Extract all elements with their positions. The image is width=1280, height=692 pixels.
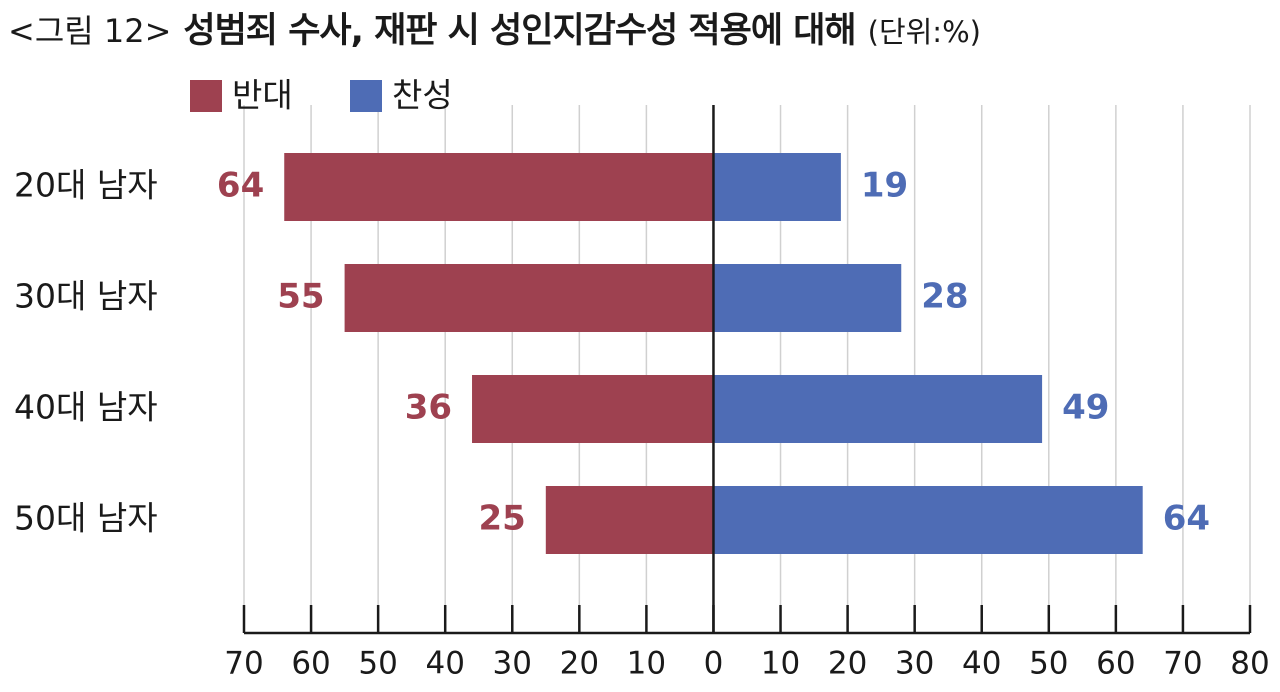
bar (713, 153, 841, 221)
bar (284, 153, 714, 221)
x-tick-label: 20 (560, 646, 599, 682)
bar (713, 486, 1143, 554)
y-tick-label: 20대 남자 (14, 166, 158, 205)
x-tick-label: 60 (291, 646, 330, 682)
x-tick-label: 10 (627, 646, 666, 682)
legend-label: 반대 (232, 76, 293, 115)
figure-label: <그림 12> (8, 12, 172, 50)
x-tick-label: 60 (1096, 646, 1135, 682)
x-tick-label: 40 (962, 646, 1001, 682)
x-tick-label: 20 (828, 646, 867, 682)
value-label: 49 (1062, 388, 1109, 428)
legend-label: 찬성 (392, 76, 453, 115)
value-label: 55 (277, 277, 324, 317)
bar (713, 375, 1043, 443)
y-tick-label: 50대 남자 (14, 499, 158, 538)
chart-title: 성범죄 수사, 재판 시 성인지감수성 적용에 대해 (183, 11, 856, 51)
value-label: 19 (861, 166, 908, 206)
bar (472, 375, 714, 443)
value-label: 64 (217, 166, 264, 206)
x-tick-label: 50 (1029, 646, 1068, 682)
x-tick-label: 30 (493, 646, 532, 682)
bar (344, 264, 714, 332)
y-tick-label: 40대 남자 (14, 388, 158, 427)
value-label: 64 (1163, 499, 1210, 539)
x-tick-label: 70 (224, 646, 263, 682)
bar (545, 486, 714, 554)
header: <그림 12> 성범죄 수사, 재판 시 성인지감수성 적용에 대해 (단위:%… (8, 2, 981, 53)
x-tick-label: 80 (1230, 646, 1269, 682)
unit-label: (단위:%) (867, 15, 981, 49)
value-label: 25 (478, 499, 525, 539)
x-tick-label: 50 (358, 646, 397, 682)
value-label: 36 (405, 388, 452, 428)
legend-swatch (190, 80, 222, 112)
value-label: 28 (921, 277, 968, 317)
x-tick-label: 10 (761, 646, 800, 682)
x-tick-label: 40 (425, 646, 464, 682)
bar (713, 264, 902, 332)
x-tick-label: 70 (1163, 646, 1202, 682)
x-tick-label: 0 (704, 646, 724, 682)
x-tick-label: 30 (895, 646, 934, 682)
legend-swatch (350, 80, 382, 112)
y-tick-label: 30대 남자 (14, 277, 158, 316)
